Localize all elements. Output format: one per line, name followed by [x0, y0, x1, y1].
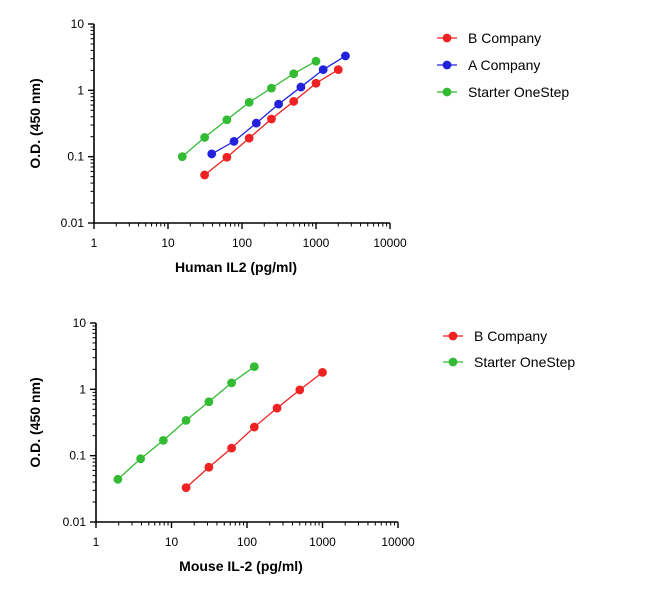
data-point — [244, 133, 254, 143]
legend-marker — [442, 60, 452, 70]
legend-entry: Starter OneStep — [443, 354, 575, 370]
data-point — [204, 462, 214, 472]
legend-marker — [448, 357, 458, 367]
data-point — [295, 385, 305, 395]
legend-label: Starter OneStep — [468, 84, 569, 100]
x-axis-title: Human IL2 (pg/ml) — [175, 259, 297, 275]
data-point — [267, 114, 276, 124]
series-b-company — [181, 368, 327, 493]
y-tick-label: 0.1 — [67, 150, 84, 164]
legend-marker — [448, 331, 458, 341]
x-tick-label: 1000 — [309, 535, 336, 549]
y-axis-title: O.D. (450 nm) — [27, 377, 43, 467]
data-point — [181, 483, 191, 493]
y-tick-label: 1 — [79, 382, 86, 396]
data-point — [113, 474, 123, 484]
x-tick-label: 100 — [232, 236, 252, 250]
legend-label: B Company — [468, 30, 541, 46]
legend-label: B Company — [474, 328, 547, 344]
data-point — [200, 170, 210, 180]
y-tick-label: 10 — [73, 316, 87, 330]
legend-entry: B Company — [437, 30, 541, 46]
data-point — [244, 97, 254, 107]
data-point — [341, 51, 350, 61]
x-tick-label: 1000 — [303, 236, 330, 250]
data-point — [272, 403, 282, 413]
legend-marker — [442, 87, 452, 97]
legend-entry: B Company — [443, 328, 547, 344]
series-starter-onestep — [113, 362, 259, 484]
data-point — [136, 454, 146, 464]
data-point — [274, 99, 284, 109]
data-point — [229, 136, 239, 146]
legend-entry: A Company — [437, 57, 540, 73]
data-point — [227, 443, 236, 453]
data-point — [222, 115, 232, 125]
x-tick-label: 100 — [237, 535, 257, 549]
data-point — [318, 368, 327, 377]
series-a-company — [207, 51, 350, 159]
data-point — [289, 97, 299, 106]
y-tick-label: 10 — [71, 17, 85, 31]
data-point — [318, 65, 328, 75]
x-tick-label: 10000 — [381, 535, 415, 549]
data-point — [222, 152, 232, 162]
data-point — [311, 78, 321, 88]
legend-label: Starter OneStep — [474, 354, 575, 370]
data-point — [333, 65, 343, 75]
data-point — [267, 83, 276, 93]
data-point — [204, 397, 214, 407]
data-point — [249, 362, 259, 372]
y-axis-title: O.D. (450 nm) — [27, 78, 43, 168]
data-point — [249, 422, 259, 432]
data-point — [311, 56, 321, 66]
x-tick-label: 1 — [91, 236, 98, 250]
y-tick-label: 1 — [77, 83, 84, 97]
data-point — [251, 118, 261, 128]
x-tick-label: 10 — [161, 236, 175, 250]
x-tick-label: 10 — [165, 535, 179, 549]
data-point — [158, 435, 168, 445]
y-tick-label: 0.1 — [69, 449, 86, 463]
data-point — [207, 149, 217, 159]
series-b-company — [200, 65, 343, 180]
legend-entry: Starter OneStep — [437, 84, 569, 100]
data-point — [296, 82, 306, 92]
y-tick-label: 0.01 — [61, 216, 85, 230]
x-tick-label: 1 — [93, 535, 100, 549]
data-point — [289, 69, 299, 79]
legend-label: A Company — [468, 57, 540, 73]
data-point — [227, 378, 236, 388]
data-point — [181, 416, 191, 425]
legend-marker — [442, 33, 452, 43]
data-point — [200, 133, 210, 142]
x-tick-label: 10000 — [373, 236, 407, 250]
series-starter-onestep — [177, 56, 321, 162]
x-axis-title: Mouse IL-2 (pg/ml) — [179, 558, 303, 574]
y-tick-label: 0.01 — [63, 515, 87, 529]
data-point — [177, 152, 187, 162]
